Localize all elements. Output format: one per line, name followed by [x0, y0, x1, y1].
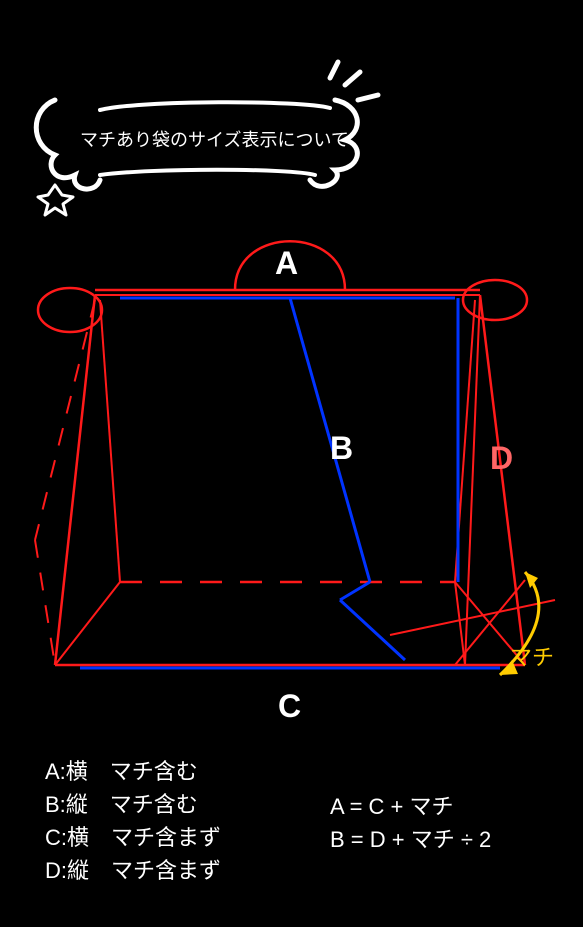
label-d: D	[490, 440, 513, 477]
label-machi: マチ	[510, 640, 554, 672]
formula-1: A = C + マチ	[330, 790, 491, 823]
formula-block: A = C + マチ B = D + マチ ÷ 2	[330, 790, 491, 856]
legend-d: D:縦 マチ含まず	[45, 854, 221, 887]
diagram-canvas: マチあり袋のサイズ表示について	[0, 0, 583, 927]
legend-a: A:横 マチ含む	[45, 755, 221, 788]
label-a: A	[275, 245, 298, 282]
legend-block: A:横 マチ含む B:縦 マチ含む C:横 マチ含まず D:縦 マチ含まず	[45, 755, 221, 887]
label-c: C	[278, 688, 301, 725]
legend-c: C:横 マチ含まず	[45, 821, 221, 854]
legend-b: B:縦 マチ含む	[45, 788, 221, 821]
label-b: B	[330, 430, 353, 467]
formula-2: B = D + マチ ÷ 2	[330, 823, 491, 856]
